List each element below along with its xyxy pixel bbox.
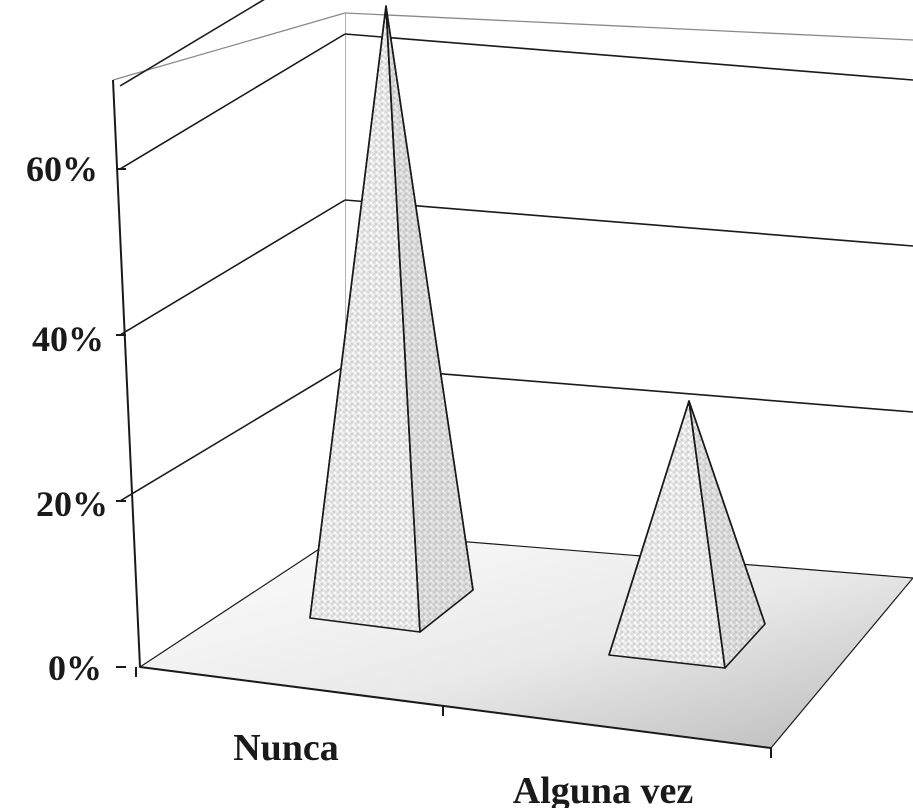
- bars: [309, 5, 766, 669]
- x-category-label: Alguna vez: [513, 770, 694, 808]
- y-tick-label: 40%: [32, 319, 104, 359]
- y-tick-label: 20%: [36, 484, 108, 524]
- x-category-labels: Nunca Alguna vez: [233, 727, 693, 808]
- gridline: [119, 0, 265, 87]
- category-axis-line: [139, 666, 772, 749]
- gridline: [119, 199, 913, 336]
- y-tick-labels: 0% 20% 40% 60%: [26, 149, 108, 688]
- y-tick-label: 60%: [26, 149, 98, 189]
- bar-pyramid: [608, 400, 766, 669]
- value-axis-line: [112, 79, 141, 668]
- gridlines: [119, 0, 913, 502]
- y-tick-label: 0%: [48, 648, 102, 688]
- x-category-label: Nunca: [233, 727, 339, 769]
- value-axis: [112, 79, 772, 758]
- gridline: [119, 33, 913, 170]
- bar-pyramid: [309, 5, 474, 633]
- side-wall: [112, 12, 346, 667]
